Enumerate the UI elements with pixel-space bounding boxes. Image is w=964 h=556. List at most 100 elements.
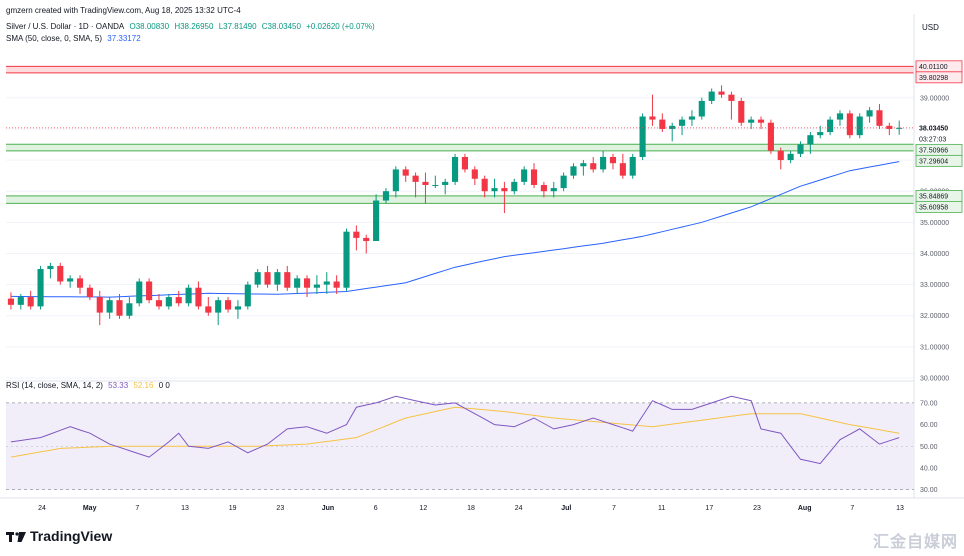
candle-body bbox=[817, 132, 824, 136]
time-tick-label: 18 bbox=[467, 505, 475, 512]
time-tick-label: 24 bbox=[515, 505, 523, 512]
time-tick-label: Jul bbox=[561, 505, 571, 512]
candle-body bbox=[649, 116, 656, 120]
candle-body bbox=[452, 156, 459, 182]
currency-label: USD bbox=[922, 23, 939, 32]
ohlc-high: H38.26950 bbox=[174, 22, 214, 31]
price-tag-label: 37.50966 bbox=[919, 147, 948, 154]
price-tick-label: 30.00000 bbox=[920, 376, 949, 383]
candle-body bbox=[215, 300, 222, 313]
price-change: +0.02620 (+0.07%) bbox=[306, 22, 375, 31]
candle-body bbox=[491, 188, 498, 192]
candle-body bbox=[748, 119, 755, 123]
candle-body bbox=[679, 119, 686, 126]
price-tag-label: 40.01100 bbox=[919, 64, 948, 71]
candle-body bbox=[422, 181, 429, 185]
sma-legend: SMA (50, close, 0, SMA, 5) 37.33172 bbox=[6, 34, 144, 43]
candle-body bbox=[629, 156, 636, 176]
candle-body bbox=[866, 110, 873, 117]
time-tick-label: 24 bbox=[38, 505, 46, 512]
price-tag-label: 39.80298 bbox=[919, 75, 948, 82]
price-tick-label: 33.00000 bbox=[920, 282, 949, 289]
price-tag-label: 38.03450 bbox=[919, 125, 948, 132]
candle-body bbox=[619, 163, 626, 176]
candle-body bbox=[432, 184, 439, 186]
candle-body bbox=[136, 281, 143, 304]
rsi-line bbox=[10, 395, 900, 465]
watermark-text: 汇金自媒网 bbox=[872, 534, 958, 551]
candle-body bbox=[767, 122, 774, 151]
rsi-legend: RSI (14, close, SMA, 14, 2) 53.33 52.16 … bbox=[6, 381, 173, 390]
candle-body bbox=[195, 287, 202, 307]
rsi-ma-value: 52.16 bbox=[133, 381, 154, 390]
ohlc-close: C38.03450 bbox=[261, 22, 301, 31]
candle-body bbox=[412, 175, 419, 182]
price-tag-label: 37.29604 bbox=[919, 158, 948, 165]
candle-body bbox=[234, 306, 241, 310]
candle-body bbox=[728, 94, 735, 101]
candle-body bbox=[600, 156, 607, 170]
candle-body bbox=[27, 297, 34, 307]
rsi-extra: 0 0 bbox=[158, 381, 170, 390]
candle-body bbox=[540, 184, 547, 192]
rsi-value: 53.33 bbox=[108, 381, 129, 390]
candle-body bbox=[76, 278, 84, 288]
candle-body bbox=[807, 135, 814, 145]
candle-body bbox=[530, 169, 538, 185]
candle-body bbox=[392, 169, 399, 192]
time-tick-label: 7 bbox=[850, 505, 854, 512]
tradingview-brand[interactable]: TradingView bbox=[6, 528, 112, 544]
candle-body bbox=[787, 153, 794, 161]
candle-body bbox=[402, 169, 409, 176]
candle-body bbox=[797, 144, 804, 154]
candle-body bbox=[382, 191, 390, 201]
candle-body bbox=[96, 297, 103, 313]
time-tick-label: May bbox=[83, 505, 97, 512]
symbol-title: Silver / U.S. Dollar · 1D · OANDA bbox=[6, 22, 125, 31]
ohlc-open: O38.00830 bbox=[129, 22, 170, 31]
candle-body bbox=[57, 265, 64, 282]
candle-body bbox=[738, 100, 745, 123]
candle-body bbox=[501, 188, 508, 192]
ohlc-low: L37.81490 bbox=[218, 22, 257, 31]
candle-body bbox=[698, 100, 705, 117]
candle-body bbox=[560, 175, 567, 189]
zone-support-lower bbox=[6, 195, 914, 204]
rsi-ma-line bbox=[10, 406, 900, 458]
candle-body bbox=[146, 281, 153, 301]
candle-body bbox=[896, 127, 903, 129]
candle-body bbox=[836, 113, 844, 120]
candle-body bbox=[116, 300, 123, 316]
time-tick-label: Jun bbox=[322, 505, 334, 512]
candle-body bbox=[442, 181, 449, 185]
candle-body bbox=[264, 272, 271, 285]
candle-body bbox=[205, 306, 212, 313]
candle-body bbox=[708, 91, 715, 101]
candle-body bbox=[155, 300, 163, 307]
candle-body bbox=[126, 303, 133, 316]
price-tag-support bbox=[915, 154, 963, 167]
time-tick-label: 23 bbox=[276, 505, 284, 512]
candle-body bbox=[521, 169, 528, 182]
candle-body bbox=[856, 116, 863, 136]
attribution-text: gmzern created with TradingView.com, Aug… bbox=[6, 6, 241, 15]
time-tick-label: 19 bbox=[229, 505, 237, 512]
candle-body bbox=[580, 163, 587, 167]
rsi-label: RSI (14, close, SMA, 14, 2) bbox=[6, 381, 103, 390]
candle-body bbox=[609, 156, 617, 164]
price-tick-label: 35.00000 bbox=[920, 220, 949, 227]
candle-body bbox=[353, 231, 360, 238]
candle-body bbox=[777, 150, 784, 161]
candle-body bbox=[659, 119, 666, 129]
candle-body bbox=[718, 91, 725, 95]
time-tick-label: 12 bbox=[419, 505, 427, 512]
candle-body bbox=[688, 116, 695, 120]
candle-body bbox=[511, 181, 518, 192]
candle-body bbox=[886, 125, 893, 129]
candle-body bbox=[639, 116, 646, 157]
candle-body bbox=[333, 281, 340, 288]
candle-body bbox=[590, 163, 597, 170]
candle-body bbox=[461, 156, 468, 170]
candle-body bbox=[876, 110, 883, 126]
